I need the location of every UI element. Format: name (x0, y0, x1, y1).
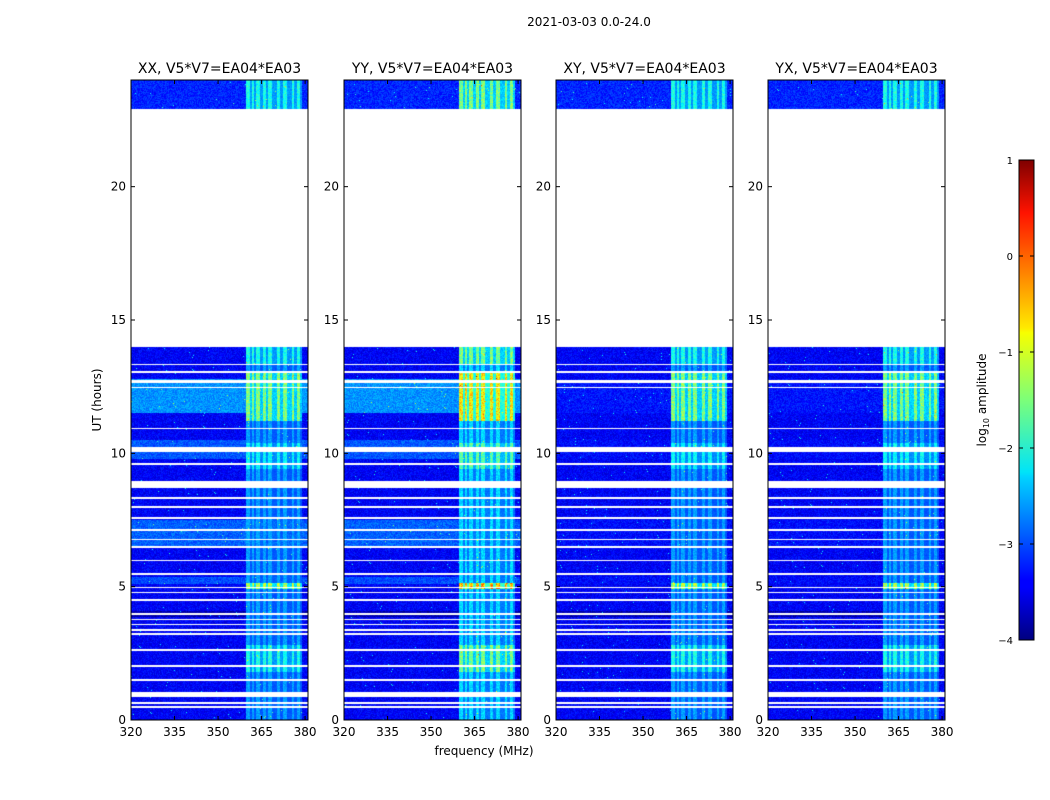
y-tick-label: 5 (543, 580, 551, 594)
x-tick-label: 335 (588, 725, 611, 739)
panel-title: YY, V5*V7=EA04*EA03 (351, 61, 513, 77)
panel-0: XX, V5*V7=EA04*EA03 320 335 350 365 380 0 5 10 15… (111, 61, 317, 739)
panel-title: XX, V5*V7=EA04*EA03 (138, 61, 301, 77)
y-tick-label: 0 (543, 713, 551, 727)
y-tick-label: 15 (748, 313, 763, 327)
x-tick-label: 350 (420, 725, 443, 739)
y-tick-label: 0 (755, 713, 763, 727)
x-tick-label: 320 (120, 725, 143, 739)
panel-frame (343, 79, 522, 721)
x-axis-label: frequency (MHz) (434, 744, 533, 758)
colorbar-gradient (1018, 159, 1035, 641)
x-tick-label: 320 (333, 725, 356, 739)
y-tick-label: 20 (324, 180, 339, 194)
colorbar-label: log10 amplitude (975, 354, 991, 447)
y-tick-label: 20 (536, 180, 551, 194)
x-tick-label: 320 (757, 725, 780, 739)
panel-frame (555, 79, 734, 721)
panel-title: XY, V5*V7=EA04*EA03 (563, 61, 725, 77)
x-tick-label: 320 (545, 725, 568, 739)
y-tick-label: 15 (536, 313, 551, 327)
x-tick-label: 350 (844, 725, 867, 739)
y-tick-label: 10 (111, 446, 126, 460)
panel-2: XY, V5*V7=EA04*EA03 320 335 350 365 380 0 5 10 15… (536, 61, 742, 739)
x-tick-label: 335 (800, 725, 823, 739)
y-tick-label: 0 (118, 713, 126, 727)
y-tick-label: 5 (755, 580, 763, 594)
colorbar-tick-label: 1 (1007, 156, 1013, 167)
x-tick-label: 380 (719, 725, 742, 739)
panel-title: YX, V5*V7=EA04*EA03 (774, 61, 937, 77)
x-tick-label: 365 (463, 725, 486, 739)
x-tick-label: 380 (294, 725, 317, 739)
x-tick-label: 380 (931, 725, 954, 739)
spectrogram-image (556, 80, 733, 720)
colorbar-tick-label: −4 (998, 636, 1013, 647)
y-tick-label: 20 (111, 180, 126, 194)
colorbar-tick-label: −2 (998, 444, 1013, 455)
colorbar: log10 amplitude 1 0 −1 −2 −3 −4 (975, 156, 1035, 647)
x-tick-label: 365 (250, 725, 273, 739)
colorbar-tick-label: 0 (1007, 252, 1013, 263)
x-tick-label: 335 (376, 725, 399, 739)
x-tick-label: 365 (675, 725, 698, 739)
panel-frame (130, 79, 309, 721)
y-tick-label: 15 (111, 313, 126, 327)
panel-frame (767, 79, 946, 721)
colorbar-tick-label: −1 (998, 348, 1013, 359)
x-tick-label: 380 (507, 725, 530, 739)
y-tick-label: 5 (331, 580, 339, 594)
x-tick-label: 350 (207, 725, 230, 739)
y-tick-label: 5 (118, 580, 126, 594)
y-tick-label: 15 (324, 313, 339, 327)
y-tick-label: 0 (331, 713, 339, 727)
panel-1: YY, V5*V7=EA04*EA03 320 335 350 365 380 0 5 10 15… (324, 61, 530, 739)
spectrogram-image (131, 80, 308, 720)
spectrogram-image (768, 80, 945, 720)
y-tick-label: 10 (748, 446, 763, 460)
figure-title: 2021-03-03 0.0-24.0 (527, 15, 651, 29)
y-axis-label: UT (hours) (90, 368, 104, 431)
x-tick-label: 335 (163, 725, 186, 739)
spectrogram-image (344, 80, 521, 720)
y-tick-label: 20 (748, 180, 763, 194)
y-tick-label: 10 (536, 446, 551, 460)
y-tick-label: 10 (324, 446, 339, 460)
colorbar-tick-label: −3 (998, 540, 1013, 551)
x-tick-label: 350 (632, 725, 655, 739)
x-tick-label: 365 (887, 725, 910, 739)
panel-3: YX, V5*V7=EA04*EA03 320 335 350 365 380 0 5 10 15… (748, 61, 954, 739)
